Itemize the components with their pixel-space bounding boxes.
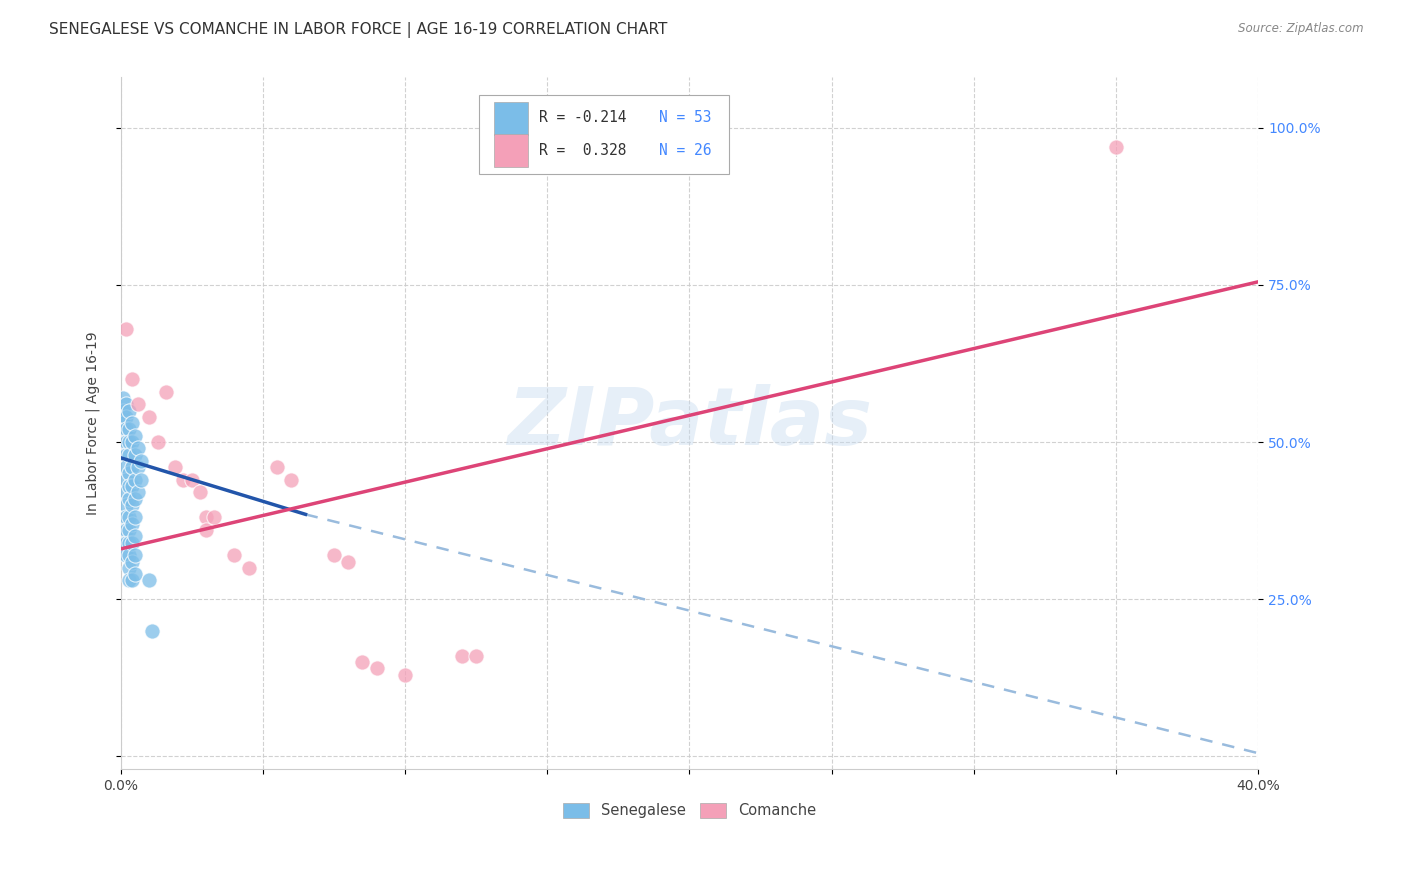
Point — [127, 485, 149, 500]
Point — [115, 548, 138, 562]
Point — [115, 397, 138, 411]
Point — [118, 467, 141, 481]
Point — [115, 422, 138, 436]
Point — [337, 554, 360, 568]
Point — [118, 422, 141, 436]
FancyBboxPatch shape — [494, 102, 527, 135]
Point — [124, 548, 146, 562]
Point — [1105, 139, 1128, 153]
Point — [118, 523, 141, 537]
Point — [115, 448, 138, 462]
Point — [118, 574, 141, 588]
Point — [121, 479, 143, 493]
Legend: Senegalese, Comanche: Senegalese, Comanche — [557, 797, 823, 824]
Point — [146, 435, 169, 450]
Point — [451, 648, 474, 663]
Point — [118, 535, 141, 549]
Point — [115, 322, 138, 336]
Point — [121, 574, 143, 588]
Point — [118, 548, 141, 562]
Point — [172, 473, 194, 487]
Point — [394, 667, 416, 681]
Text: ZIPatlas: ZIPatlas — [508, 384, 872, 462]
Point — [112, 416, 135, 430]
Point — [121, 416, 143, 430]
Point — [112, 403, 135, 417]
Point — [180, 473, 202, 487]
Point — [118, 491, 141, 506]
Point — [115, 510, 138, 524]
Point — [124, 529, 146, 543]
Point — [129, 454, 152, 468]
Point — [124, 491, 146, 506]
Point — [124, 448, 146, 462]
Point — [115, 460, 138, 475]
Point — [238, 561, 260, 575]
Text: R = -0.214: R = -0.214 — [540, 110, 627, 125]
Point — [121, 498, 143, 512]
Point — [121, 435, 143, 450]
Point — [163, 460, 186, 475]
Point — [224, 548, 246, 562]
Point — [124, 429, 146, 443]
Y-axis label: In Labor Force | Age 16-19: In Labor Force | Age 16-19 — [86, 332, 100, 515]
FancyBboxPatch shape — [479, 95, 730, 174]
Point — [352, 655, 374, 669]
Point — [115, 535, 138, 549]
Point — [121, 372, 143, 386]
Point — [124, 473, 146, 487]
Point — [115, 498, 138, 512]
Text: Source: ZipAtlas.com: Source: ZipAtlas.com — [1239, 22, 1364, 36]
Point — [121, 516, 143, 531]
Point — [323, 548, 346, 562]
Point — [118, 561, 141, 575]
Point — [118, 435, 141, 450]
Point — [465, 648, 488, 663]
Point — [266, 460, 288, 475]
Point — [127, 397, 149, 411]
Point — [366, 661, 388, 675]
Point — [124, 567, 146, 582]
FancyBboxPatch shape — [494, 134, 527, 168]
Point — [194, 510, 217, 524]
Point — [118, 479, 141, 493]
Point — [112, 391, 135, 405]
Point — [127, 460, 149, 475]
Point — [118, 448, 141, 462]
Point — [204, 510, 226, 524]
Point — [129, 473, 152, 487]
Text: R =  0.328: R = 0.328 — [540, 143, 627, 158]
Point — [121, 460, 143, 475]
Point — [115, 473, 138, 487]
Point — [194, 523, 217, 537]
Point — [115, 485, 138, 500]
Point — [121, 554, 143, 568]
Point — [115, 523, 138, 537]
Point — [118, 510, 141, 524]
Text: SENEGALESE VS COMANCHE IN LABOR FORCE | AGE 16-19 CORRELATION CHART: SENEGALESE VS COMANCHE IN LABOR FORCE | … — [49, 22, 668, 38]
Text: N = 26: N = 26 — [659, 143, 711, 158]
Point — [280, 473, 302, 487]
Point — [124, 510, 146, 524]
Text: N = 53: N = 53 — [659, 110, 711, 125]
Point — [127, 442, 149, 456]
Point — [115, 409, 138, 424]
Point — [188, 485, 211, 500]
Point — [115, 435, 138, 450]
Point — [138, 409, 160, 424]
Point — [121, 535, 143, 549]
Point — [118, 403, 141, 417]
Point — [155, 384, 177, 399]
Point — [138, 574, 160, 588]
Point — [141, 624, 163, 638]
